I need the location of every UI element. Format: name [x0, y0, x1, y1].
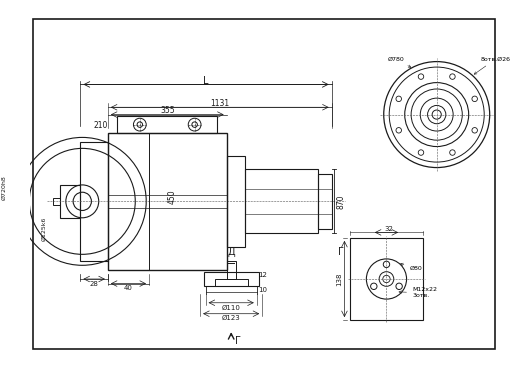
Text: 40: 40	[123, 285, 133, 291]
Bar	[350, 238, 423, 320]
Bar	[108, 133, 227, 270]
Bar	[245, 169, 318, 233]
Text: M12x22
3отв.: M12x22 3отв.	[399, 287, 437, 298]
Text: 10: 10	[259, 287, 268, 293]
Bar	[227, 156, 245, 247]
Text: Д: Д	[227, 247, 235, 256]
Text: 450: 450	[167, 190, 176, 204]
Text: Г: Г	[236, 336, 242, 346]
Text: 8отв.Ø26: 8отв.Ø26	[474, 57, 510, 74]
Text: 12: 12	[259, 272, 268, 278]
Bar	[53, 198, 60, 205]
Bar	[117, 116, 218, 133]
Bar	[215, 279, 248, 286]
Text: Ø720h8: Ø720h8	[1, 175, 6, 200]
Text: 28: 28	[90, 280, 99, 287]
Bar	[60, 185, 80, 218]
Bar	[80, 142, 108, 261]
Text: 355: 355	[160, 106, 175, 116]
Text: 32: 32	[385, 226, 394, 232]
Text: Г: Г	[338, 247, 344, 256]
Bar	[204, 272, 259, 286]
Text: 1131: 1131	[210, 99, 229, 108]
Text: Ø80: Ø80	[401, 263, 422, 271]
Text: 138: 138	[336, 272, 342, 286]
Text: 210: 210	[93, 121, 108, 130]
Text: L: L	[203, 76, 209, 86]
Bar	[227, 261, 236, 279]
Text: Ø125k6: Ø125k6	[41, 217, 47, 241]
Bar	[318, 174, 332, 229]
Text: Ø780: Ø780	[387, 57, 411, 67]
Text: Ø110: Ø110	[222, 305, 241, 311]
Text: 870: 870	[336, 194, 345, 209]
Text: Ø123: Ø123	[222, 314, 241, 321]
